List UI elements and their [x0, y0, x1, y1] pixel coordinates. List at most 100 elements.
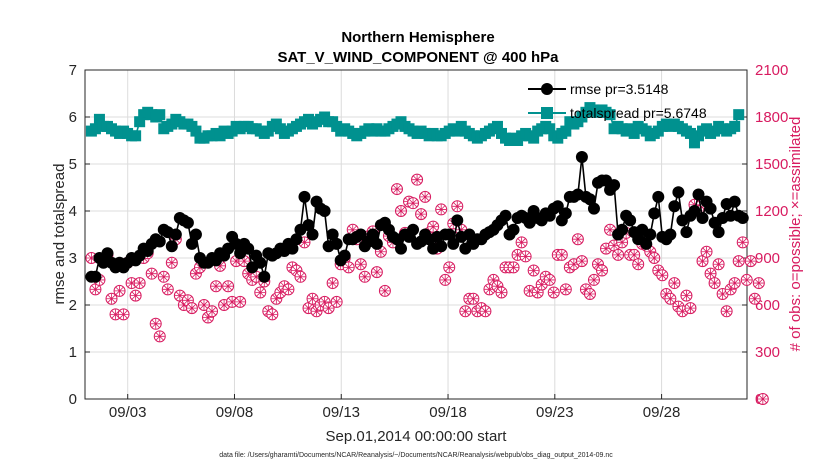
- rmse-point: [306, 228, 319, 241]
- obs-assimilated-marker: [709, 278, 720, 289]
- obs-assimilated-marker: [524, 285, 535, 296]
- right-tick-label: 1500: [755, 156, 788, 173]
- obs-assimilated-marker: [588, 274, 599, 285]
- obs-assimilated-marker: [737, 237, 748, 248]
- rmse-point: [185, 237, 198, 250]
- rmse-point: [668, 200, 681, 213]
- rmse-point: [366, 228, 379, 241]
- obs-assimilated-marker: [605, 224, 616, 235]
- obs-assimilated-marker: [291, 265, 302, 276]
- obs-assimilated-marker: [721, 306, 732, 317]
- obs-assimilated-marker: [158, 271, 169, 282]
- totalspread-point: [688, 137, 700, 149]
- data-file-footnote: data file: /Users/gharamti/Documents/NCA…: [219, 452, 613, 459]
- rmse-point: [736, 212, 749, 225]
- rmse-point: [302, 219, 315, 232]
- right-tick-label: 900: [755, 250, 780, 267]
- obs-assimilated-marker: [319, 296, 330, 307]
- obs-assimilated-marker: [114, 285, 125, 296]
- obs-assimilated-marker: [235, 296, 246, 307]
- totalspread-point: [93, 113, 105, 125]
- obs-assimilated-marker: [609, 240, 620, 251]
- obs-assimilated-marker: [484, 284, 495, 295]
- totalspread-point: [130, 130, 142, 142]
- rmse-point: [499, 209, 512, 222]
- rmse-point: [644, 228, 657, 241]
- obs-assimilated-marker: [420, 191, 431, 202]
- obs-assimilated-marker: [295, 271, 306, 282]
- totalspread-point: [491, 120, 503, 132]
- obs-assimilated-marker: [460, 306, 471, 317]
- obs-assimilated-marker: [194, 262, 205, 273]
- obs-assimilated-marker: [126, 278, 137, 289]
- obs-assimilated-marker: [729, 278, 740, 289]
- obs-assimilated-marker: [488, 274, 499, 285]
- obs-assimilated-marker: [379, 285, 390, 296]
- obs-assimilated-marker: [347, 224, 358, 235]
- obs-assimilated-marker: [677, 306, 688, 317]
- obs-assimilated-marker: [299, 237, 310, 248]
- obs-assimilated-marker: [255, 287, 266, 298]
- rmse-point: [551, 200, 564, 213]
- rmse-point: [181, 216, 194, 229]
- obs-assimilated-marker: [243, 268, 254, 279]
- rmse-point: [712, 226, 725, 239]
- obs-assimilated-marker: [412, 174, 423, 185]
- x-axis: 09/03 09/08 09/13 09/18 09/23 09/28: [109, 394, 680, 421]
- obs-assimilated-marker: [745, 256, 756, 267]
- obs-assimilated-marker: [275, 287, 286, 298]
- totalspread-point: [560, 125, 572, 137]
- totalspread-point: [89, 123, 101, 135]
- rmse-point: [101, 247, 114, 260]
- obs-assimilated-marker: [90, 284, 101, 295]
- rmse-point: [696, 212, 709, 225]
- rmse-point: [608, 179, 621, 192]
- obs-assimilated-marker: [528, 265, 539, 276]
- obs-assimilated-marker: [251, 271, 262, 282]
- obs-assimilated-marker: [86, 253, 97, 263]
- obs-assimilated-marker: [343, 262, 354, 273]
- rmse-point: [575, 150, 588, 163]
- obs-assimilated-marker: [689, 199, 700, 210]
- obs-assimilated-marker: [480, 306, 491, 317]
- obs-assimilated-marker: [311, 306, 322, 317]
- rmse-point: [688, 205, 701, 217]
- totalspread-point: [628, 127, 640, 139]
- rmse-point: [652, 190, 665, 203]
- obs-assimilated-marker: [613, 249, 624, 260]
- rmse-point: [242, 242, 255, 255]
- obs-assimilated-marker: [629, 249, 640, 260]
- obs-assimilated-marker: [190, 268, 201, 279]
- obs-assimilated-marker: [162, 284, 173, 295]
- rmse-point: [354, 228, 367, 241]
- left-tick-label: 7: [69, 62, 77, 79]
- rmse-point: [559, 207, 572, 220]
- obs-assimilated-marker: [749, 293, 760, 304]
- rmse-point: [318, 205, 331, 217]
- obs-assimilated-marker: [456, 224, 467, 235]
- left-tick-label: 6: [69, 109, 77, 126]
- obs-assimilated-marker: [331, 296, 342, 307]
- obs-assimilated-marker: [323, 303, 334, 314]
- obs-assimilated-marker: [508, 262, 519, 273]
- obs-assimilated-marker: [568, 259, 579, 270]
- rmse-point: [664, 228, 677, 241]
- y-axis-label: rmse and totalspread: [51, 164, 68, 305]
- obs-assimilated-marker: [649, 253, 660, 263]
- obs-assimilated-marker: [556, 249, 567, 260]
- obs-assimilated-marker: [203, 312, 214, 323]
- obs-assimilated-marker: [657, 270, 668, 281]
- rmse-point: [169, 228, 182, 241]
- obs-assimilated-marker: [532, 287, 543, 298]
- obs-assimilated-marker: [580, 284, 591, 295]
- rmse-point: [326, 228, 339, 241]
- obs-assimilated-marker: [512, 249, 523, 260]
- obs-assimilated-marker: [661, 289, 672, 300]
- rmse-point: [330, 237, 343, 250]
- obs-assimilated-marker: [182, 295, 193, 306]
- obs-assimilated-marker: [436, 204, 447, 215]
- obs-assimilated-marker: [468, 293, 479, 304]
- totalspread-point: [528, 132, 540, 144]
- obs-assimilated-marker: [685, 303, 696, 314]
- obs-assimilated-marker: [653, 265, 664, 276]
